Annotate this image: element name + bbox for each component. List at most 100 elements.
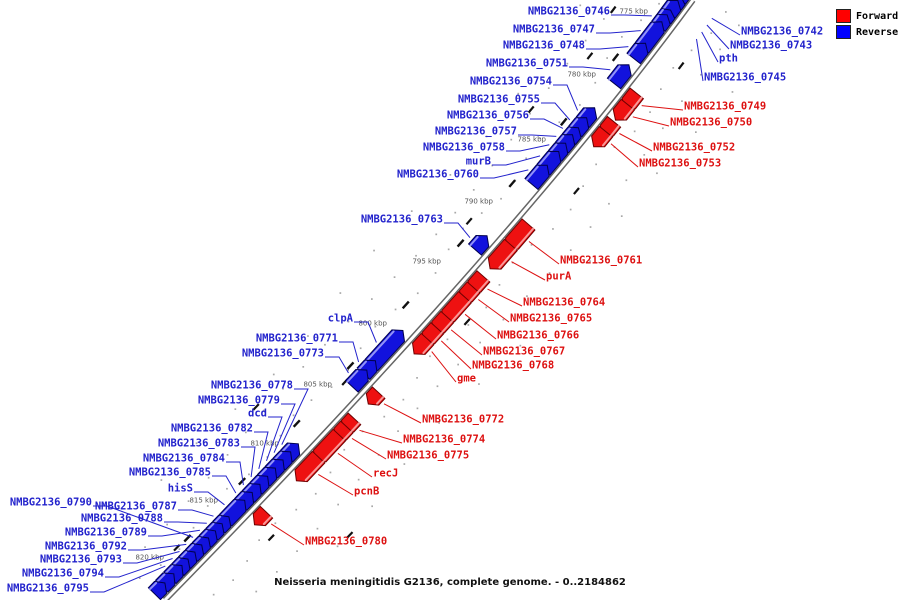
gene-label-purA: purA	[546, 271, 572, 283]
gene-label-NMBG2136_0788: NMBG2136_0788	[81, 513, 163, 525]
genome-axis-center	[163, 0, 695, 600]
leader-line-NMBG2136_0760	[480, 169, 529, 179]
gene-label-NMBG2136_0747: NMBG2136_0747	[513, 24, 595, 36]
gene-glyph-unlabeled[interactable]	[147, 580, 168, 600]
gene-glyph-unlabeled[interactable]	[154, 572, 176, 593]
gene-label-NMBG2136_0752: NMBG2136_0752	[653, 142, 735, 154]
feature-mark-icon	[465, 217, 473, 226]
gene-label-recJ: recJ	[373, 468, 398, 480]
tick-label-775: 775 kbp	[619, 8, 648, 16]
gene-label-NMBG2136_0772: NMBG2136_0772	[422, 414, 504, 426]
gene-label-NMBG2136_0757: NMBG2136_0757	[435, 126, 517, 138]
gene-glyph-NMBG2136_0753[interactable]	[591, 125, 614, 148]
leader-line-NMBG2136_0751	[569, 66, 611, 71]
reverse-label: Reverse	[856, 26, 899, 38]
leader-line-NMBG2136_0793	[123, 551, 180, 564]
gene-glyph-NMBG2136_0751[interactable]	[606, 64, 632, 90]
legend: Forward Reverse	[836, 8, 898, 40]
feature-mark-icon	[267, 534, 275, 542]
leader-line-NMBG2136_0783	[241, 446, 256, 478]
leader-line-NMBG2136_0767	[450, 329, 483, 356]
leader-line-NMBG2136_0757	[518, 134, 557, 137]
leader-line-NMBG2136_0780	[270, 523, 305, 546]
tick-label-795: 795 kbp	[412, 258, 441, 266]
leader-line-recJ	[337, 452, 373, 478]
major-tick-mark-800	[401, 300, 410, 310]
gene-glyph-NMBG2136_0760[interactable]	[524, 164, 550, 191]
leader-line-NMBG2136_0763	[444, 222, 471, 239]
leader-line-NMBG2136_0772	[383, 403, 422, 424]
gene-glyph-purA[interactable]	[487, 238, 519, 270]
gene-glyph-gme[interactable]	[411, 332, 435, 355]
gene-label-NMBG2136_0767: NMBG2136_0767	[483, 346, 565, 358]
leader-line-NMBG2136_0787	[178, 509, 214, 517]
feature-mark-icon	[527, 105, 535, 114]
leader-line-NMBG2136_0742	[711, 17, 741, 36]
gene-label-pcnB: pcnB	[354, 486, 379, 498]
tick-label-790: 790 kbp	[464, 198, 493, 206]
gene-label-NMBG2136_0753: NMBG2136_0753	[639, 158, 721, 170]
tick-label-815: 815 kbp	[189, 497, 218, 505]
leader-line-NMBG2136_0753	[610, 143, 639, 168]
leader-line-NMBG2136_0755	[541, 102, 571, 121]
gene-label-NMBG2136_0761: NMBG2136_0761	[560, 255, 642, 267]
major-tick-mark-780	[611, 53, 620, 62]
gene-glyph-NMBG2136_0780[interactable]	[252, 505, 274, 527]
gene-glyph-pcnB[interactable]	[294, 450, 326, 483]
leader-line-NMBG2136_0773	[325, 356, 349, 374]
leader-line-gme	[431, 351, 457, 383]
leader-line-NMBG2136_0743	[706, 24, 730, 50]
leader-line-NMBG2136_0792	[128, 543, 187, 551]
leader-line-hisS	[194, 491, 225, 506]
gene-glyph-NMBG2136_0750[interactable]	[612, 98, 636, 121]
leader-line-NMBG2136_0771	[339, 341, 360, 363]
gene-label-NMBG2136_0775: NMBG2136_0775	[387, 450, 469, 462]
leader-line-murB	[492, 155, 541, 166]
leader-line-NMBG2136_0774	[359, 429, 403, 444]
gene-glyph-NMBG2136_0773[interactable]	[344, 368, 369, 393]
leader-line-NMBG2136_0764	[487, 288, 523, 307]
feature-mark-icon	[586, 52, 594, 60]
forward-swatch-icon	[836, 9, 851, 23]
gene-label-NMBG2136_0780: NMBG2136_0780	[305, 536, 387, 548]
gene-label-clpA: clpA	[328, 313, 354, 325]
leader-line-NMBG2136_0790	[93, 505, 194, 538]
gene-label-NMBG2136_0755: NMBG2136_0755	[458, 94, 540, 106]
gene-label-NMBG2136_0790: NMBG2136_0790	[10, 497, 92, 509]
label-leader-lines	[90, 14, 741, 593]
feature-marks	[173, 5, 685, 552]
leader-line-pth	[701, 31, 719, 63]
gene-label-NMBG2136_0778: NMBG2136_0778	[211, 380, 293, 392]
forward-label: Forward	[856, 10, 899, 22]
gene-glyph-NMBG2136_0763[interactable]	[467, 234, 490, 256]
gene-label-NMBG2136_0758: NMBG2136_0758	[423, 142, 505, 154]
gene-label-NMBG2136_0756: NMBG2136_0756	[447, 110, 529, 122]
gene-glyph-NMBG2136_0772[interactable]	[365, 386, 386, 406]
gene-label-NMBG2136_0768: NMBG2136_0768	[472, 360, 554, 372]
gene-glyph-NMBG2136_0748[interactable]	[626, 42, 649, 65]
major-ticks: 775 kbp 780 kbp 785 kbp 790 kbp 795 kbp 800 k…	[135, 8, 648, 562]
feature-mark-icon	[609, 5, 617, 14]
feature-mark-icon	[346, 531, 354, 539]
leader-line-dcd	[266, 416, 283, 461]
legend-forward-row: Forward	[836, 8, 898, 24]
gene-label-NMBG2136_0742: NMBG2136_0742	[741, 26, 823, 38]
leader-line-NMBG2136_0765	[478, 299, 510, 323]
gene-label-NMBG2136_0749: NMBG2136_0749	[684, 101, 766, 113]
leader-line-purA	[511, 261, 546, 281]
tick-label-785: 785 kbp	[517, 136, 546, 144]
leader-line-NMBG2136_0754	[553, 84, 579, 111]
gene-label-NMBG2136_0743: NMBG2136_0743	[730, 40, 812, 52]
tick-label-820: 820 kbp	[135, 554, 164, 562]
tick-label-780: 780 kbp	[567, 71, 596, 79]
genome-caption: Neisseria meningitidis G2136, complete g…	[274, 577, 626, 588]
gene-label-NMBG2136_0793: NMBG2136_0793	[40, 554, 122, 566]
gene-label-pth: pth	[719, 53, 738, 65]
gene-label-hisS: hisS	[168, 483, 193, 495]
gene-glyph-pth[interactable]	[661, 0, 682, 19]
gene-label-NMBG2136_0765: NMBG2136_0765	[510, 313, 592, 325]
gene-label-NMBG2136_0750: NMBG2136_0750	[670, 117, 752, 129]
